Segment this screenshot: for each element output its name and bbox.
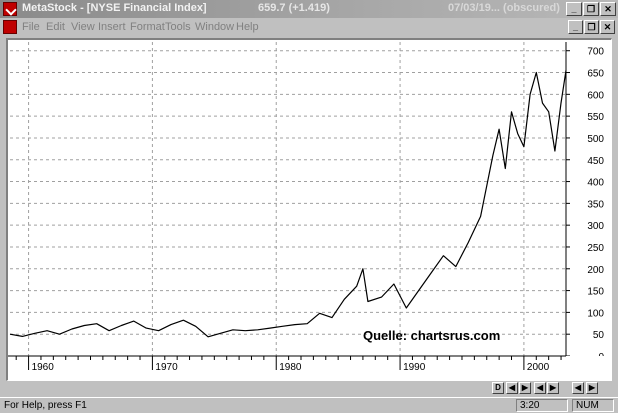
restore-button[interactable]: ❐ (583, 2, 599, 16)
x-tick-label: 1980 (279, 362, 302, 373)
x-tick-label: 1960 (32, 362, 55, 373)
x-tick-label: 1990 (403, 362, 426, 373)
title-bar: MetaStock - [NYSE Financial Index] 659.7… (0, 0, 618, 18)
y-tick-label: 350 (587, 199, 604, 210)
document-icon[interactable] (3, 20, 17, 34)
chart-panel[interactable]: 0501001502002503003504004505005506006507… (6, 38, 612, 381)
status-bar: For Help, press F1 3:20 NUM (0, 397, 618, 413)
series-line (9, 70, 567, 338)
menu-bar: File Edit View Insert Format Tools Windo… (0, 18, 618, 36)
doc-close-button[interactable]: ✕ (600, 20, 615, 34)
price-readout: 659.7 (+1.419) (258, 2, 330, 14)
restore-icon: ❐ (587, 22, 596, 32)
minimize-icon: _ (571, 4, 577, 14)
chart-navigation-bar: D ◀ ▶ ◀ ▶ ◀ ▶ (6, 381, 612, 395)
y-tick-label: 300 (587, 221, 604, 232)
minimize-icon: _ (572, 22, 578, 32)
menu-window[interactable]: Window (195, 21, 235, 33)
doc-restore-button[interactable]: ❐ (584, 20, 599, 34)
close-icon: ✕ (603, 22, 612, 32)
y-tick-label: 50 (593, 330, 605, 341)
restore-icon: ❐ (586, 4, 596, 14)
scroll-right-button[interactable]: ▶ (586, 382, 598, 394)
y-tick-label: 500 (587, 134, 604, 145)
minimize-button[interactable]: _ (566, 2, 582, 16)
source-annotation: Quelle: chartsrus.com (363, 328, 500, 343)
x-tick-label: 2000 (527, 362, 550, 373)
date-readout: 07/03/19... (obscured) (448, 2, 560, 14)
num-lock-indicator: NUM (572, 399, 614, 412)
y-tick-label: 650 (587, 69, 604, 80)
window-title: MetaStock - [NYSE Financial Index] (22, 2, 207, 14)
chart-canvas[interactable]: 0501001502002503003504004505005506006507… (8, 40, 611, 380)
y-tick-label: 450 (587, 156, 604, 167)
y-tick-label: 150 (587, 287, 604, 298)
nav-zoom-out-button[interactable]: ◀ (534, 382, 546, 394)
scroll-left-button[interactable]: ◀ (572, 382, 584, 394)
time-readout: 3:20 (516, 399, 568, 412)
x-axis-band (8, 356, 611, 380)
menu-insert[interactable]: Insert (98, 21, 126, 33)
menu-view[interactable]: View (71, 21, 95, 33)
menu-edit[interactable]: Edit (46, 21, 65, 33)
menu-file[interactable]: File (22, 21, 40, 33)
menu-help[interactable]: Help (236, 21, 259, 33)
y-tick-label: 250 (587, 243, 604, 254)
menu-format[interactable]: Format (130, 21, 165, 33)
doc-minimize-button[interactable]: _ (568, 20, 583, 34)
plot-area (10, 42, 566, 356)
nav-right-button[interactable]: ▶ (519, 382, 531, 394)
nav-zoom-in-button[interactable]: ▶ (547, 382, 559, 394)
nav-daily-button[interactable]: D (492, 382, 504, 394)
menu-tools[interactable]: Tools (165, 21, 191, 33)
y-tick-label: 600 (587, 90, 604, 101)
close-button[interactable]: ✕ (600, 2, 616, 16)
y-tick-label: 100 (587, 308, 604, 319)
x-tick-label: 1970 (155, 362, 178, 373)
close-icon: ✕ (604, 4, 612, 14)
y-tick-label: 400 (587, 178, 604, 189)
metastock-app-icon[interactable] (3, 2, 17, 16)
help-hint: For Help, press F1 (4, 400, 87, 411)
y-tick-label: 700 (587, 47, 604, 58)
y-tick-label: 550 (587, 112, 604, 123)
nav-left-button[interactable]: ◀ (506, 382, 518, 394)
y-tick-label: 200 (587, 265, 604, 276)
